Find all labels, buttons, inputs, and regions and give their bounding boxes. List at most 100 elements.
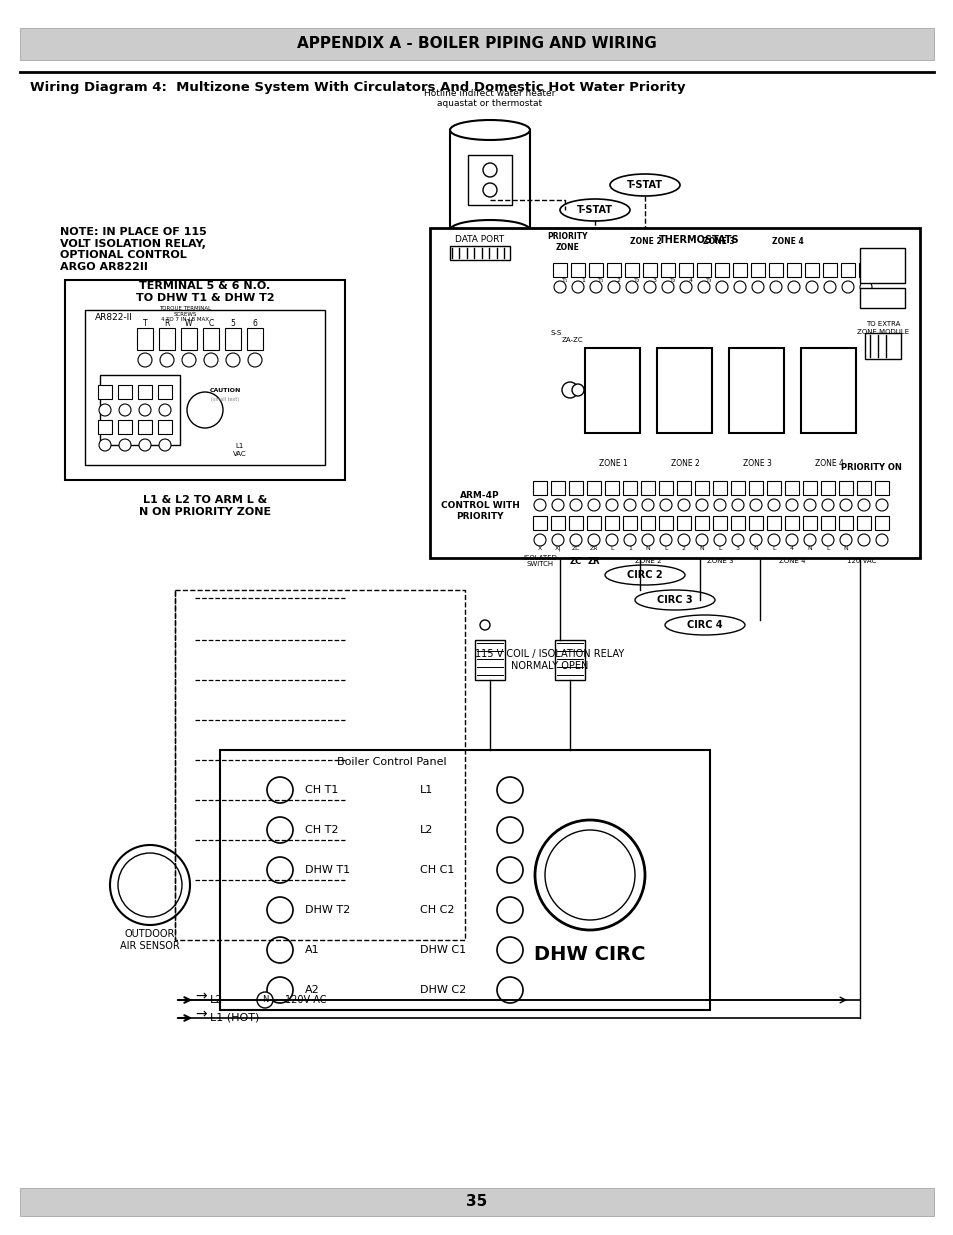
Text: ZONE 4: ZONE 4 bbox=[778, 558, 804, 564]
Text: L: L bbox=[771, 546, 775, 551]
FancyBboxPatch shape bbox=[801, 348, 855, 433]
FancyBboxPatch shape bbox=[604, 480, 618, 495]
Text: CH C2: CH C2 bbox=[419, 905, 454, 915]
Circle shape bbox=[875, 499, 887, 511]
FancyBboxPatch shape bbox=[748, 480, 762, 495]
Circle shape bbox=[267, 857, 293, 883]
Circle shape bbox=[641, 534, 654, 546]
Circle shape bbox=[159, 438, 171, 451]
Circle shape bbox=[767, 534, 780, 546]
FancyBboxPatch shape bbox=[874, 480, 888, 495]
FancyBboxPatch shape bbox=[203, 329, 219, 350]
FancyBboxPatch shape bbox=[533, 480, 546, 495]
FancyBboxPatch shape bbox=[784, 516, 799, 530]
FancyBboxPatch shape bbox=[838, 516, 852, 530]
FancyBboxPatch shape bbox=[802, 480, 816, 495]
Ellipse shape bbox=[450, 220, 530, 240]
FancyBboxPatch shape bbox=[858, 263, 872, 277]
Circle shape bbox=[605, 534, 618, 546]
Text: THERMOSTATS: THERMOSTATS bbox=[659, 235, 739, 245]
Text: TERMINAL 5 & 6 N.O.
TO DHW T1 & DHW T2: TERMINAL 5 & 6 N.O. TO DHW T1 & DHW T2 bbox=[135, 282, 274, 303]
Circle shape bbox=[497, 937, 522, 963]
Circle shape bbox=[805, 282, 817, 293]
Text: T-STAT: T-STAT bbox=[626, 180, 662, 190]
FancyBboxPatch shape bbox=[695, 480, 708, 495]
FancyBboxPatch shape bbox=[859, 288, 904, 308]
Circle shape bbox=[256, 992, 273, 1008]
Text: ZONE 4: ZONE 4 bbox=[814, 458, 842, 468]
Text: L: L bbox=[718, 546, 721, 551]
Text: L1: L1 bbox=[419, 785, 433, 795]
Text: 1: 1 bbox=[627, 546, 631, 551]
Text: NOTE: IN PLACE OF 115
VOLT ISOLATION RELAY,
OPTIONAL CONTROL
ARGO AR822II: NOTE: IN PLACE OF 115 VOLT ISOLATION REL… bbox=[60, 227, 207, 272]
FancyBboxPatch shape bbox=[158, 420, 172, 433]
FancyBboxPatch shape bbox=[553, 263, 566, 277]
Circle shape bbox=[821, 534, 833, 546]
FancyBboxPatch shape bbox=[20, 28, 933, 61]
Text: 4: 4 bbox=[688, 279, 692, 284]
FancyBboxPatch shape bbox=[732, 263, 746, 277]
FancyBboxPatch shape bbox=[784, 480, 799, 495]
Text: PRIORITY
ZONE: PRIORITY ZONE bbox=[546, 232, 587, 252]
Text: ZR: ZR bbox=[587, 557, 599, 566]
Circle shape bbox=[840, 534, 851, 546]
Text: A2: A2 bbox=[305, 986, 319, 995]
FancyBboxPatch shape bbox=[856, 516, 870, 530]
Text: T₃: T₃ bbox=[705, 279, 712, 284]
Text: T₂: T₂ bbox=[633, 279, 639, 284]
Text: ARM-4P
CONTROL WITH
PRIORITY: ARM-4P CONTROL WITH PRIORITY bbox=[440, 492, 518, 521]
Circle shape bbox=[204, 353, 218, 367]
Text: 4: 4 bbox=[789, 546, 793, 551]
FancyBboxPatch shape bbox=[804, 263, 818, 277]
Text: 2: 2 bbox=[681, 546, 685, 551]
FancyBboxPatch shape bbox=[730, 516, 744, 530]
FancyBboxPatch shape bbox=[748, 516, 762, 530]
Circle shape bbox=[159, 404, 171, 416]
FancyBboxPatch shape bbox=[225, 329, 241, 350]
FancyBboxPatch shape bbox=[822, 263, 836, 277]
FancyBboxPatch shape bbox=[137, 329, 152, 350]
Text: 3: 3 bbox=[652, 279, 657, 284]
Circle shape bbox=[552, 499, 563, 511]
FancyBboxPatch shape bbox=[714, 263, 728, 277]
Circle shape bbox=[187, 391, 223, 429]
Circle shape bbox=[823, 282, 835, 293]
Text: N: N bbox=[842, 546, 847, 551]
Text: CH C1: CH C1 bbox=[419, 864, 454, 876]
Text: L1 (HOT): L1 (HOT) bbox=[210, 1013, 259, 1023]
FancyBboxPatch shape bbox=[624, 263, 639, 277]
FancyBboxPatch shape bbox=[821, 480, 834, 495]
Text: →: → bbox=[194, 1007, 207, 1021]
Text: CH T1: CH T1 bbox=[305, 785, 338, 795]
FancyBboxPatch shape bbox=[677, 480, 690, 495]
FancyBboxPatch shape bbox=[766, 516, 781, 530]
Circle shape bbox=[696, 534, 707, 546]
FancyBboxPatch shape bbox=[841, 263, 854, 277]
Text: 120 VAC: 120 VAC bbox=[846, 558, 876, 564]
Circle shape bbox=[605, 499, 618, 511]
Text: T₁: T₁ bbox=[561, 279, 568, 284]
Text: 35: 35 bbox=[466, 1194, 487, 1209]
Text: DHW CIRC: DHW CIRC bbox=[534, 946, 645, 965]
Ellipse shape bbox=[635, 590, 714, 610]
Text: L2: L2 bbox=[419, 825, 433, 835]
Ellipse shape bbox=[604, 564, 684, 585]
Circle shape bbox=[767, 499, 780, 511]
Text: S-S: S-S bbox=[550, 330, 561, 336]
FancyBboxPatch shape bbox=[20, 1188, 933, 1216]
Circle shape bbox=[659, 534, 671, 546]
Text: →: → bbox=[194, 989, 207, 1003]
FancyBboxPatch shape bbox=[697, 263, 710, 277]
Text: APPENDIX A - BOILER PIPING AND WIRING: APPENDIX A - BOILER PIPING AND WIRING bbox=[296, 37, 657, 52]
Circle shape bbox=[713, 499, 725, 511]
FancyBboxPatch shape bbox=[568, 480, 582, 495]
FancyBboxPatch shape bbox=[874, 516, 888, 530]
Circle shape bbox=[785, 499, 797, 511]
FancyBboxPatch shape bbox=[85, 310, 325, 466]
FancyBboxPatch shape bbox=[181, 329, 196, 350]
Circle shape bbox=[267, 777, 293, 803]
FancyBboxPatch shape bbox=[660, 263, 675, 277]
FancyBboxPatch shape bbox=[551, 480, 564, 495]
Text: 5: 5 bbox=[231, 320, 235, 329]
Text: 120V AC: 120V AC bbox=[285, 995, 326, 1005]
